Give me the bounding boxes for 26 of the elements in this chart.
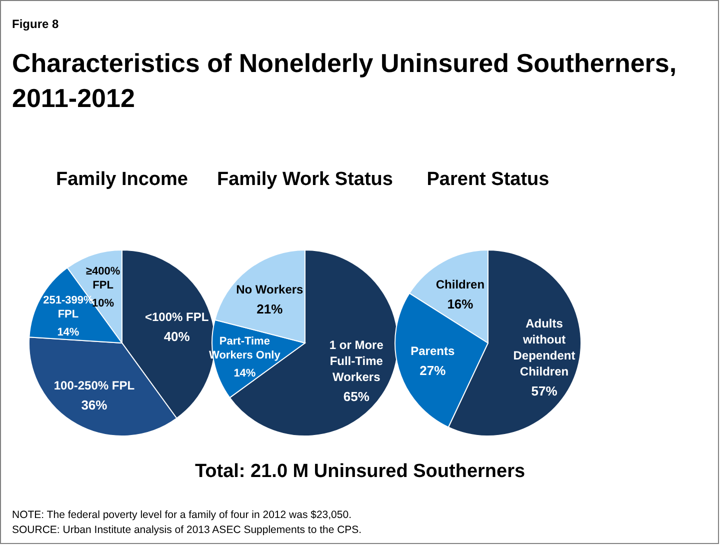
data-label: 40%: [164, 329, 190, 344]
text: NOTE: The federal poverty level for a family of four in 2012 was $23,050.: [12, 509, 352, 521]
slice-label: Children: [436, 277, 485, 292]
slice-label: 100-250% FPL: [54, 378, 135, 393]
chart-title: Parent Status: [426, 169, 550, 190]
chart-title: Family Income: [56, 169, 188, 190]
data-label: 21%: [256, 301, 284, 316]
data-label: 14%: [234, 368, 256, 380]
text: Characteristics of Nonelderly Uninsured Southerners, 2011-2012: [12, 48, 677, 113]
slice-label: ≥400% FPL: [86, 266, 120, 292]
slice-label: 1 or More Full-Time Workers: [329, 338, 384, 384]
data-label: 36%: [81, 398, 108, 413]
data-label: 27%: [420, 363, 446, 378]
text: Total: 21.0 M Uninsured Southerners: [194, 461, 526, 482]
chart-title: Family Work Status: [217, 169, 393, 190]
slice-label: Parents: [410, 344, 455, 358]
slice-label: No Workers: [236, 282, 304, 296]
caption: Figure 8: [12, 17, 59, 31]
data-label: 14%: [57, 326, 80, 338]
source-note: SOURCE: Urban Institute analysis of 2013 ASEC Supplements to the CPS.: [12, 524, 362, 536]
data-label: 16%: [447, 296, 474, 312]
data-label: 65%: [343, 389, 370, 404]
slice-label: Adults without Dependent Children: [513, 316, 576, 379]
data-label: 57%: [531, 384, 558, 399]
slice-label: <100% FPL: [144, 310, 209, 324]
data-label: 10%: [92, 298, 114, 310]
